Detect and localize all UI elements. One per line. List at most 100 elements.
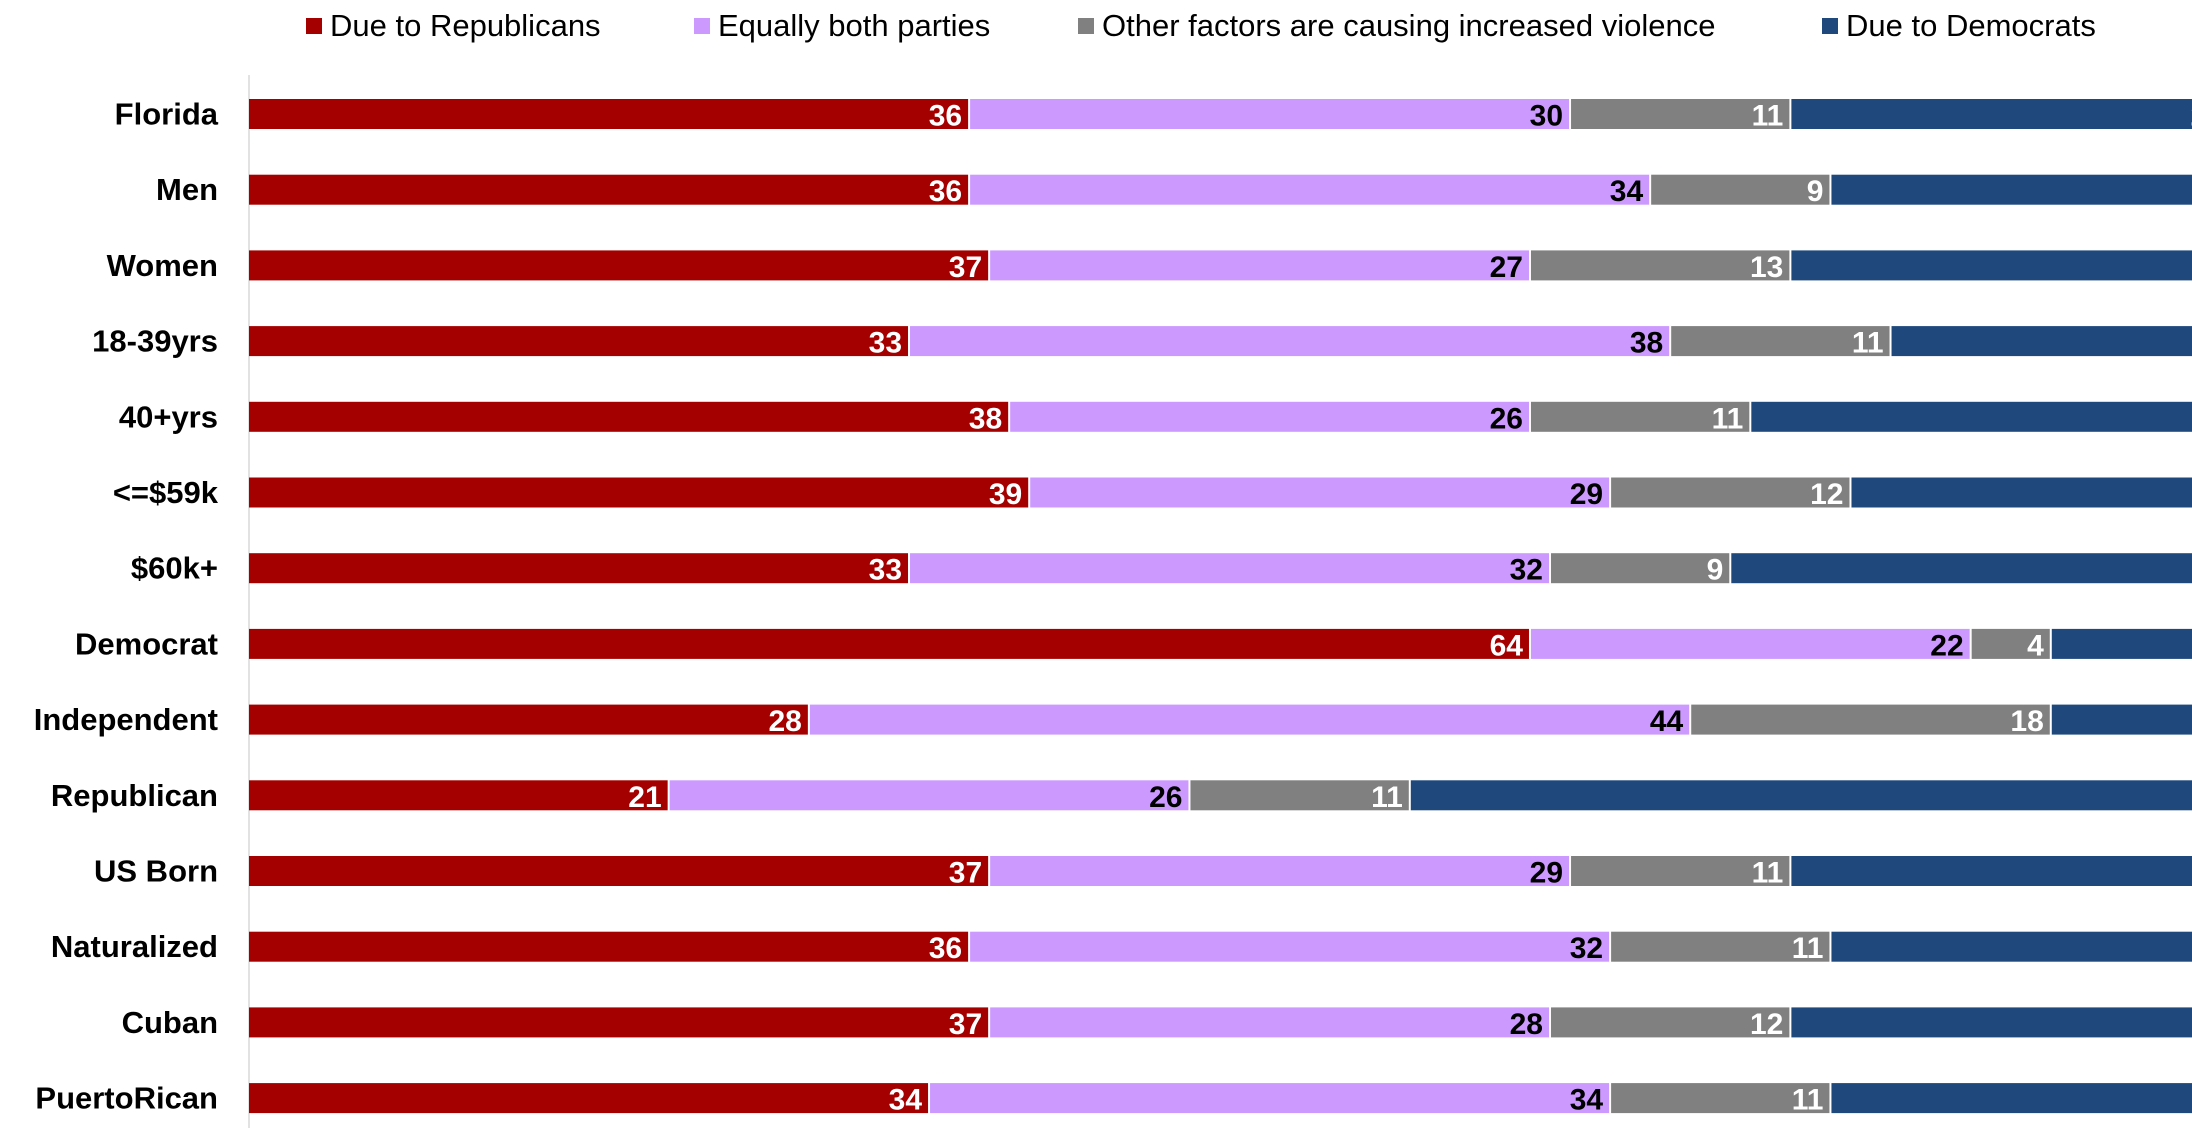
data-label-due-to-republicans: 21	[628, 781, 661, 814]
bar-segment-due-to-democrats	[1791, 99, 2192, 129]
category-label: US Born	[94, 854, 218, 889]
bar-row-naturalized: Naturalized36321121	[51, 929, 2192, 965]
category-label: Naturalized	[51, 929, 218, 964]
category-label: PuertoRican	[35, 1081, 218, 1116]
data-label-other-factors-are-causing-increased-violence: 11	[1712, 402, 1744, 435]
category-label: Republican	[51, 778, 218, 813]
bar-row-60k: $60k+3332926	[131, 551, 2192, 587]
bar-segment-other-factors-are-causing-increased-violence	[1611, 477, 1850, 508]
data-label-due-to-republicans: 36	[929, 175, 962, 208]
data-label-other-factors-are-causing-increased-violence: 11	[1752, 857, 1784, 890]
bar-segment-equally-both-parties	[990, 856, 1570, 886]
bar-segment-equally-both-parties	[970, 931, 1610, 962]
data-label-equally-both-parties: 29	[1530, 857, 1563, 890]
data-label-other-factors-are-causing-increased-violence: 9	[1707, 554, 1724, 587]
bar-segment-equally-both-parties	[809, 704, 1690, 735]
data-label-other-factors-are-causing-increased-violence: 11	[1792, 932, 1824, 965]
data-label-other-factors-are-causing-increased-violence: 11	[1752, 100, 1784, 133]
bar-segment-other-factors-are-causing-increased-violence	[1530, 401, 1750, 432]
bar-row-40-yrs: 40+yrs38261125	[119, 399, 2192, 435]
data-label-due-to-republicans: 33	[869, 554, 902, 587]
bar-segment-other-factors-are-causing-increased-violence	[1971, 628, 2050, 659]
legend-swatch-other-factors	[1078, 18, 1094, 34]
bar-segment-due-to-democrats	[1851, 477, 2192, 508]
category-label: $60k+	[131, 551, 218, 586]
bar-segment-other-factors-are-causing-increased-violence	[1190, 780, 1409, 811]
data-label-equally-both-parties: 28	[1510, 1008, 1543, 1041]
data-label-other-factors-are-causing-increased-violence: 13	[1750, 251, 1783, 284]
bar-segment-equally-both-parties	[990, 250, 1529, 281]
bar-row-republican: Republican21261142	[51, 778, 2192, 814]
bar-row-us-born: US Born37291124	[94, 854, 2192, 890]
data-label-due-to-democrats: 22	[2191, 100, 2192, 133]
bar-segment-due-to-democrats	[1891, 326, 2192, 357]
legend-item-other-factors: Other factors are causing increased viol…	[1078, 4, 1715, 48]
bar-segment-other-factors-are-causing-increased-violence	[1571, 856, 1790, 886]
data-label-equally-both-parties: 34	[1610, 175, 1644, 208]
bar-segment-due-to-republicans	[249, 931, 969, 962]
bar-row-women: Women37271323	[107, 248, 2192, 284]
data-label-due-to-republicans: 38	[969, 402, 1002, 435]
bar-segment-due-to-republicans	[249, 250, 989, 281]
data-label-due-to-democrats: 19	[2191, 478, 2192, 511]
data-label-equally-both-parties: 38	[1630, 327, 1663, 360]
bar-segment-due-to-republicans	[249, 99, 969, 129]
data-label-equally-both-parties: 22	[1930, 629, 1963, 662]
category-label: <=$59k	[113, 475, 219, 510]
category-label: Independent	[34, 702, 218, 737]
data-label-equally-both-parties: 26	[1149, 781, 1182, 814]
data-label-other-factors-are-causing-increased-violence: 9	[1807, 175, 1824, 208]
bar-segment-due-to-democrats	[1791, 250, 2192, 281]
bar-segment-due-to-republicans	[249, 326, 909, 357]
bar-segment-other-factors-are-causing-increased-violence	[1611, 931, 1830, 962]
bar-segment-due-to-democrats	[1410, 780, 2192, 811]
bar-segment-due-to-republicans	[249, 856, 989, 886]
bar-segment-due-to-democrats	[1831, 174, 2192, 205]
bar-segment-due-to-democrats	[2051, 704, 2192, 735]
bar-segment-due-to-republicans	[249, 174, 969, 205]
data-label-due-to-republicans: 34	[889, 1084, 923, 1117]
data-label-equally-both-parties: 26	[1490, 402, 1523, 435]
bar-segment-equally-both-parties	[1010, 401, 1529, 432]
bar-row-democrat: Democrat6422410	[75, 626, 2192, 662]
data-label-other-factors-are-causing-increased-violence: 12	[1750, 1008, 1783, 1041]
bar-row-59k: <=$59k 39 29 12 19	[113, 475, 2192, 511]
bar-segment-due-to-democrats	[1731, 553, 2192, 584]
bar-segment-other-factors-are-causing-increased-violence	[1611, 1083, 1830, 1114]
chart-legend: Due to Republicans Equally both parties …	[0, 4, 2192, 48]
data-label-other-factors-are-causing-increased-violence: 4	[2027, 629, 2044, 662]
data-label-other-factors-are-causing-increased-violence: 11	[1792, 1084, 1824, 1117]
data-label-equally-both-parties: 29	[1570, 478, 1603, 511]
bar-segment-other-factors-are-causing-increased-violence	[1671, 326, 1890, 357]
legend-swatch-democrats	[1822, 18, 1838, 34]
data-label-equally-both-parties: 27	[1490, 251, 1523, 284]
bar-segment-equally-both-parties	[1530, 628, 1970, 659]
data-label-other-factors-are-causing-increased-violence: 12	[1810, 478, 1843, 511]
legend-item-republicans: Due to Republicans	[306, 4, 601, 48]
bar-segment-due-to-democrats	[1791, 1007, 2192, 1038]
legend-item-both-parties: Equally both parties	[694, 4, 990, 48]
category-label: 18-39yrs	[92, 324, 218, 359]
category-label: Democrat	[75, 626, 218, 661]
legend-label-other-factors: Other factors are causing increased viol…	[1102, 8, 1716, 43]
bar-segment-other-factors-are-causing-increased-violence	[1691, 704, 2050, 735]
data-label-equally-both-parties: 34	[1570, 1084, 1604, 1117]
legend-item-democrats: Due to Democrats	[1822, 4, 2096, 48]
bar-segment-due-to-democrats	[1751, 401, 2192, 432]
bar-segment-due-to-republicans	[249, 1007, 989, 1038]
bar-segment-other-factors-are-causing-increased-violence	[1530, 250, 1790, 281]
category-label: Cuban	[122, 1005, 218, 1040]
bar-segment-due-to-republicans	[249, 401, 1009, 432]
bar-segment-due-to-republicans	[249, 704, 808, 735]
bar-segment-due-to-republicans	[249, 553, 909, 584]
bar-segment-equally-both-parties	[910, 553, 1550, 584]
bar-segment-due-to-republicans	[249, 1083, 929, 1114]
bar-segment-due-to-democrats	[1831, 1083, 2192, 1114]
bar-segment-due-to-republicans	[249, 628, 1529, 659]
data-label-due-to-republicans: 39	[989, 478, 1022, 511]
bar-segment-other-factors-are-causing-increased-violence	[1651, 174, 1830, 205]
bar-segment-equally-both-parties	[970, 174, 1650, 205]
category-label: Women	[107, 248, 218, 283]
bar-segment-due-to-democrats	[1831, 931, 2192, 962]
